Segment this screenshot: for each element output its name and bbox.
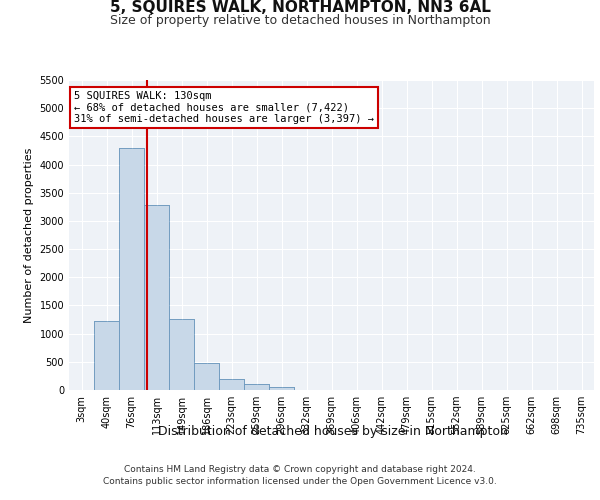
Bar bbox=[169, 319, 194, 390]
Text: 5, SQUIRES WALK, NORTHAMPTON, NN3 6AL: 5, SQUIRES WALK, NORTHAMPTON, NN3 6AL bbox=[110, 0, 490, 16]
Bar bbox=[94, 320, 119, 390]
Bar bbox=[119, 148, 144, 390]
Bar bbox=[269, 386, 294, 390]
Text: Contains public sector information licensed under the Open Government Licence v3: Contains public sector information licen… bbox=[103, 477, 497, 486]
Bar bbox=[194, 363, 219, 390]
Bar bbox=[169, 319, 194, 390]
Bar bbox=[244, 384, 269, 390]
Text: Size of property relative to detached houses in Northampton: Size of property relative to detached ho… bbox=[110, 14, 490, 27]
Text: Contains HM Land Registry data © Crown copyright and database right 2024.: Contains HM Land Registry data © Crown c… bbox=[124, 466, 476, 474]
Text: 5 SQUIRES WALK: 130sqm
← 68% of detached houses are smaller (7,422)
31% of semi-: 5 SQUIRES WALK: 130sqm ← 68% of detached… bbox=[74, 91, 374, 124]
Bar bbox=[94, 320, 119, 390]
Bar bbox=[219, 378, 244, 390]
Bar bbox=[219, 378, 244, 390]
Bar bbox=[144, 205, 169, 390]
Bar bbox=[144, 205, 169, 390]
Bar bbox=[269, 386, 294, 390]
Bar bbox=[244, 384, 269, 390]
Text: Distribution of detached houses by size in Northampton: Distribution of detached houses by size … bbox=[158, 425, 508, 438]
Bar bbox=[119, 148, 144, 390]
Y-axis label: Number of detached properties: Number of detached properties bbox=[24, 148, 34, 322]
Bar bbox=[194, 363, 219, 390]
